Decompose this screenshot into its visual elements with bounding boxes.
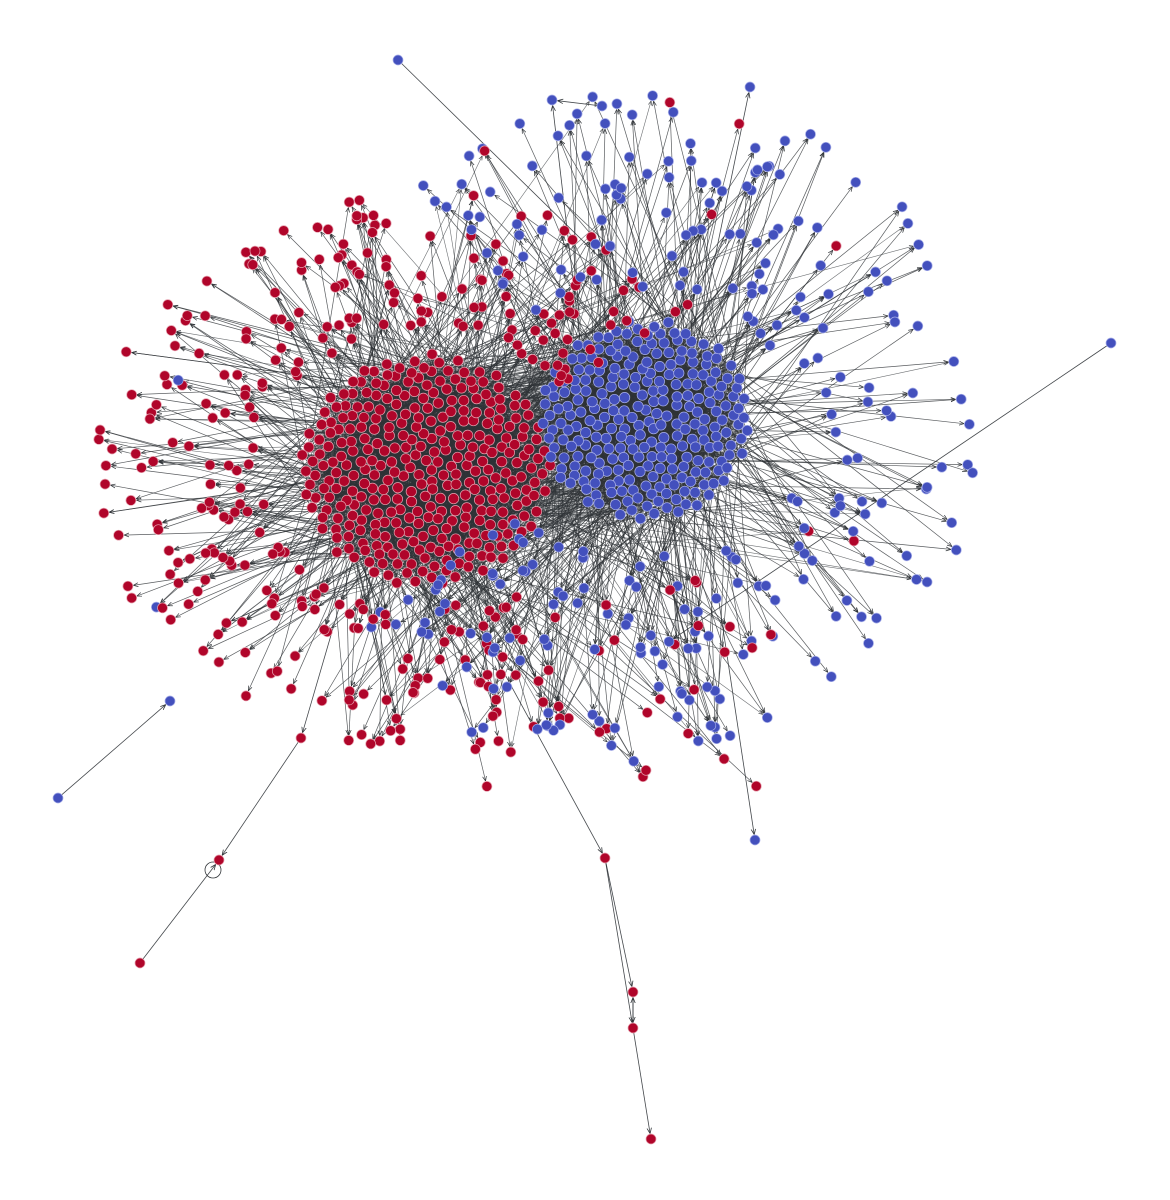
edge-arrow [616, 497, 666, 723]
edge-arrow [326, 559, 488, 697]
edge-arrow [751, 415, 826, 430]
edge-arrow [445, 507, 644, 609]
edge-arrow [419, 201, 473, 414]
edge-arrow [509, 360, 617, 681]
edge-arrow [528, 516, 911, 579]
edge-arrow [193, 317, 415, 377]
edge-arrow [325, 450, 471, 696]
edge-arrow [587, 236, 692, 468]
edge-arrow [362, 558, 379, 598]
edge-arrow [285, 352, 334, 405]
edge-arrow [398, 450, 762, 715]
edge-arrow [614, 200, 616, 396]
edge-arrow [722, 424, 738, 578]
edge-arrow [688, 476, 697, 729]
edge-arrow [699, 493, 849, 540]
edge-arrow [445, 511, 911, 579]
edge-arrow [306, 266, 445, 369]
edge-arrow [136, 429, 346, 498]
edge-arrow [364, 223, 386, 533]
edge-arrow [472, 235, 496, 474]
edge-arrow [596, 402, 877, 501]
edge-arrow [622, 193, 682, 442]
edge-arrow [422, 360, 527, 378]
edge-arrow [304, 362, 383, 364]
edge-arrow [174, 409, 355, 571]
edge-arrow [708, 499, 715, 721]
edge-arrow [452, 540, 497, 684]
edge-arrow [320, 363, 948, 498]
edge-arrow [574, 190, 614, 472]
edge-arrow [343, 485, 349, 695]
edge-arrow [393, 573, 403, 575]
edge-arrow [433, 508, 644, 632]
edge-arrow [513, 367, 705, 633]
edge-arrow [709, 329, 913, 471]
edge-arrow [736, 284, 883, 395]
edge-arrow [728, 146, 784, 374]
edge-arrow [507, 306, 567, 435]
edge-arrow [496, 485, 583, 684]
edge-arrow [495, 195, 701, 342]
edge-arrow [595, 359, 923, 579]
edge-arrow [721, 178, 754, 383]
edge-arrow [369, 258, 452, 517]
edge-arrow [615, 239, 770, 456]
edge-arrow [349, 552, 395, 713]
edge-arrow [644, 519, 722, 549]
edge-arrow [722, 323, 890, 349]
edge-arrow [613, 443, 692, 741]
edge-arrow [586, 436, 680, 689]
edge-arrow [650, 425, 723, 647]
edge-arrow [706, 152, 824, 416]
edge-arrow [694, 356, 874, 614]
edge-arrow [376, 488, 799, 553]
edge-arrow [587, 161, 597, 433]
edge-arrow [425, 402, 641, 772]
edge-arrow [178, 389, 443, 441]
edge-arrow [579, 380, 964, 424]
edge-arrow [730, 433, 922, 486]
edge-arrow [525, 481, 560, 566]
edge-arrow [132, 353, 349, 382]
edge-arrow [243, 377, 498, 461]
edge-arrow [550, 505, 627, 721]
edge-arrow [473, 544, 520, 569]
edge-arrow [665, 379, 835, 425]
edge-arrow [435, 579, 594, 648]
edge-arrow [534, 171, 651, 453]
edge-arrow [719, 248, 915, 409]
